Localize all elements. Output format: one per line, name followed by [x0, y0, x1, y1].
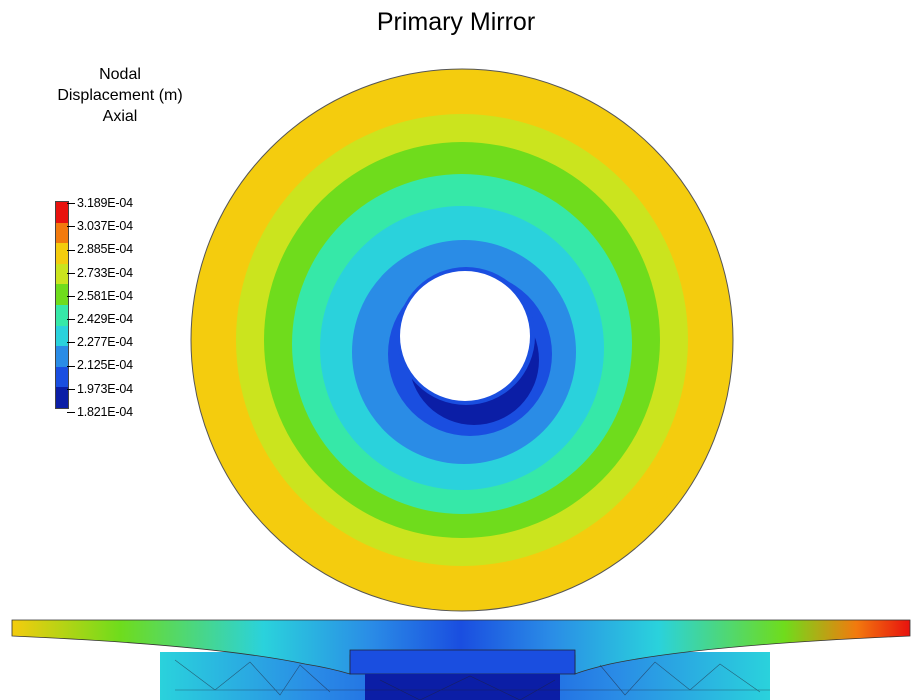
color-scale-band — [56, 202, 68, 223]
mirror-top-view — [190, 68, 734, 612]
color-scale-tick-label: 2.277E-04 — [67, 335, 133, 349]
color-scale-band — [56, 346, 68, 367]
figure-title: Primary Mirror — [376, 8, 536, 36]
color-scale-band — [56, 387, 68, 408]
color-scale-band — [56, 366, 68, 388]
color-scale-tick-label: 3.037E-04 — [67, 219, 133, 233]
color-scale-tick-label: 2.429E-04 — [67, 312, 133, 326]
color-scale-band — [56, 243, 68, 264]
color-scale-tick-label: 2.581E-04 — [67, 289, 133, 303]
color-scale-band — [56, 222, 68, 244]
color-scale-band — [56, 304, 68, 326]
color-scale-tick-label: 1.973E-04 — [67, 382, 133, 396]
color-scale-bar — [55, 201, 69, 409]
color-scale-tick-label: 2.885E-04 — [67, 242, 133, 256]
legend-title-line-1: Nodal — [99, 66, 141, 83]
color-scale-tick-label: 1.821E-04 — [67, 405, 133, 419]
color-scale-tick-label: 2.733E-04 — [67, 266, 133, 280]
color-scale-band — [56, 263, 68, 285]
color-scale-band — [56, 284, 68, 305]
legend-title-line-3: Axial — [102, 108, 138, 125]
color-scale-tick-label: 2.125E-04 — [67, 358, 133, 372]
color-scale-tick-label: 3.189E-04 — [67, 196, 133, 210]
legend-title: Nodal Displacement (m) Axial — [20, 64, 220, 127]
legend-title-line-2: Displacement (m) — [57, 87, 183, 104]
mirror-side-view — [11, 619, 911, 700]
color-scale-band — [56, 325, 68, 347]
